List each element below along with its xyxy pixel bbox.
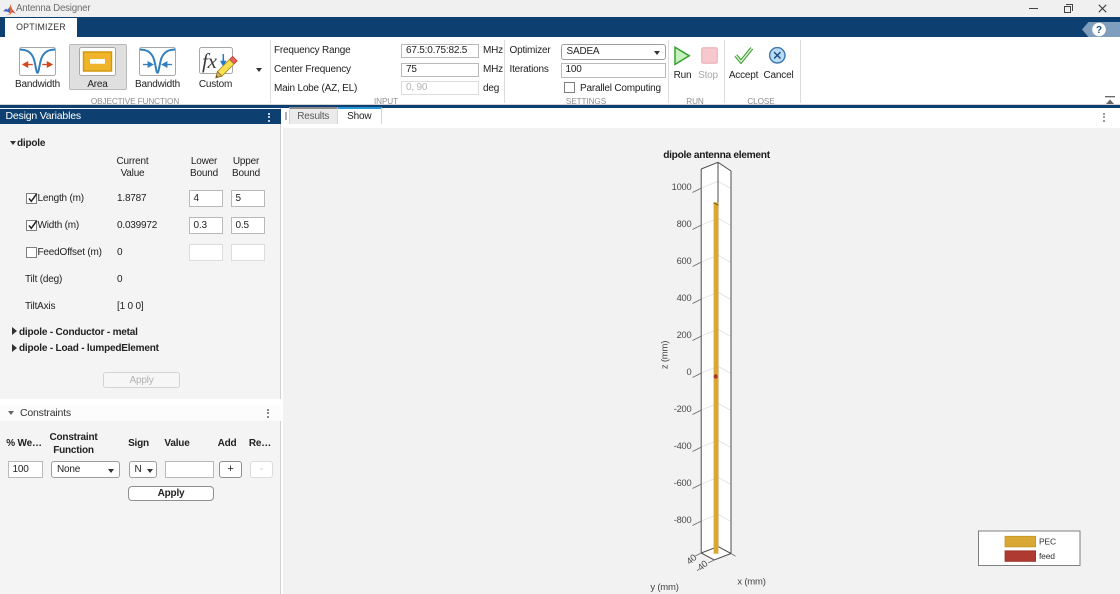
svg-text:x (mm): x (mm): [737, 577, 765, 588]
svg-text:-200: -200: [674, 404, 692, 414]
svg-text:800: 800: [677, 219, 692, 229]
svg-text:-400: -400: [674, 441, 692, 451]
svg-text:1000: 1000: [672, 182, 692, 192]
svg-text:fx: fx: [202, 49, 218, 73]
svg-text:feed: feed: [1039, 551, 1055, 561]
svg-text:600: 600: [677, 256, 692, 266]
svg-text:0: 0: [687, 367, 692, 377]
svg-text:y (mm): y (mm): [650, 582, 678, 593]
svg-text:?: ?: [1096, 25, 1102, 36]
svg-text:400: 400: [677, 293, 692, 303]
svg-text:-600: -600: [674, 478, 692, 488]
svg-text:z (mm): z (mm): [660, 341, 671, 369]
svg-text:-800: -800: [674, 515, 692, 525]
svg-text:200: 200: [677, 330, 692, 340]
svg-text:dipole antenna element: dipole antenna element: [663, 150, 771, 161]
svg-text:40: 40: [684, 552, 698, 566]
svg-text:PEC: PEC: [1039, 537, 1056, 547]
